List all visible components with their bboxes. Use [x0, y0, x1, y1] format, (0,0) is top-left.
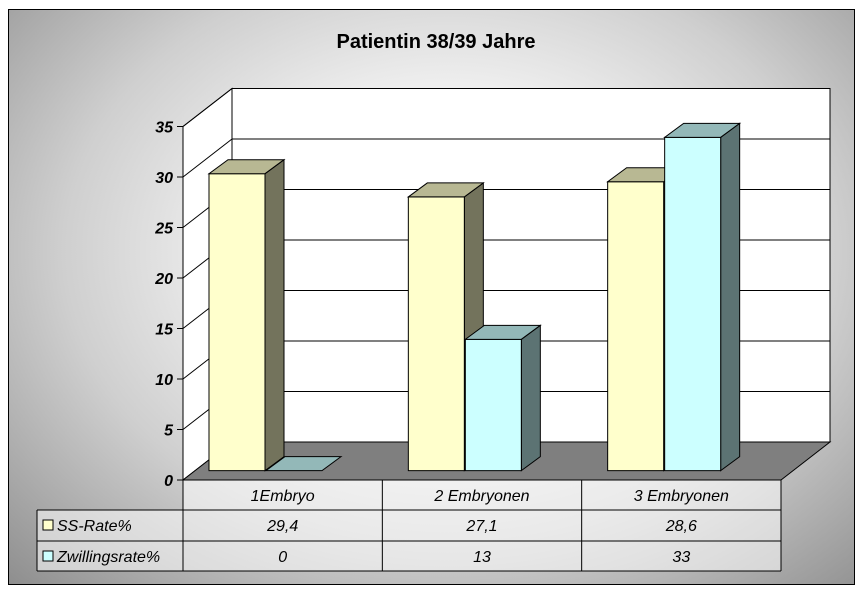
- legend-swatch: [42, 519, 54, 531]
- bar-front: [664, 136, 722, 472]
- bar-front: [208, 173, 266, 472]
- bar-side: [264, 158, 285, 472]
- bar-ss-rate-1: [207, 158, 286, 472]
- x-tick-label: 2 Embryonen: [433, 488, 529, 505]
- data-label: 0: [278, 549, 287, 566]
- y-tick-label: 30: [155, 170, 173, 187]
- gridline: [182, 88, 233, 127]
- bar-top: [207, 159, 286, 175]
- bar-ss-rate-2: [406, 181, 485, 472]
- chart-title: Patientin 38/39 Jahre: [337, 31, 536, 53]
- data-label: 28,6: [665, 518, 697, 535]
- bar-zwillingsrate-3: [663, 122, 742, 472]
- y-tick-label: 25: [154, 221, 174, 238]
- bar-zwillingsrate-1: [264, 456, 343, 472]
- legend-label: SS-Rate%: [57, 518, 132, 535]
- data-label: 33: [672, 549, 690, 566]
- y-tick-label: 10: [155, 372, 173, 389]
- x-tick-label: 1Embryo: [251, 488, 315, 505]
- data-label: 27,1: [465, 518, 497, 535]
- chart-bars: [207, 122, 742, 472]
- gridline: [182, 138, 233, 178]
- y-tick-label: 20: [154, 271, 173, 288]
- bar-front: [464, 338, 522, 472]
- chart-area: Patientin 38/39 Jahre 0 5 10 15 20 25 30 35 1Em…: [8, 9, 855, 585]
- bar-chart: Patientin 38/39 Jahre 0 5 10 15 20 25 30 35 1Em…: [36, 31, 832, 572]
- data-table: 1Embryo 2 Embryonen 3 Embryonen SS-Rate% 29,…: [36, 479, 782, 572]
- bar-top: [463, 324, 542, 340]
- bar-front: [407, 196, 465, 472]
- data-label: 29,4: [266, 518, 298, 535]
- data-table-header-bg: [183, 480, 781, 510]
- bar-top: [264, 456, 343, 472]
- y-axis: 0 5 10 15 20 25 30 35: [154, 120, 184, 490]
- legend-swatch: [42, 550, 54, 562]
- y-tick-label: 35: [155, 120, 174, 137]
- legend-label: Zwillingsrate%: [56, 549, 160, 566]
- y-tick-label: 5: [164, 423, 174, 440]
- bar-top: [663, 122, 742, 138]
- bar-front: [607, 181, 665, 472]
- y-tick-label: 0: [164, 473, 173, 490]
- y-tick-label: 15: [155, 322, 174, 339]
- bar-zwillingsrate-2: [463, 324, 542, 472]
- x-tick-label: 3 Embryonen: [634, 488, 729, 505]
- bar-top: [406, 182, 485, 198]
- bar-side: [520, 324, 541, 472]
- data-label: 13: [473, 549, 491, 566]
- bar-side: [720, 122, 741, 472]
